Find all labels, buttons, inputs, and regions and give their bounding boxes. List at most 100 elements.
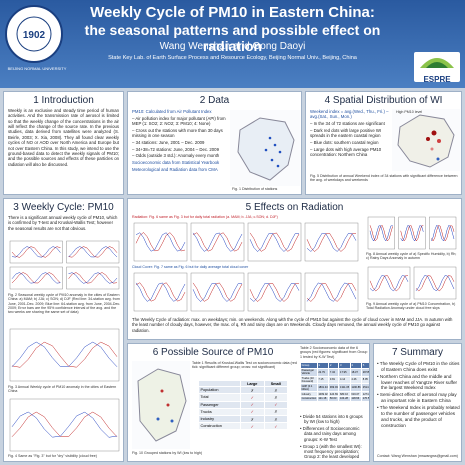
plot-line — [11, 341, 118, 368]
plot-frame — [190, 272, 245, 312]
plot-line — [11, 246, 61, 258]
source-map-figure — [137, 368, 187, 442]
fig8 — [366, 215, 458, 251]
plot-line — [135, 282, 186, 302]
table-cell: Total — [198, 393, 241, 402]
cloud-note: Cloud Cover: Fig. 7 same as Fig. 6 but f… — [132, 265, 249, 269]
table-row: Construction ✓ ✓ — [198, 422, 289, 431]
source-map — [132, 361, 190, 449]
figure — [9, 240, 120, 290]
table-cell: 0.81 — [328, 375, 340, 385]
fig10-caption: Fig. 10 Grouped stations by WI (low to h… — [132, 451, 203, 455]
table-row: Passenger ✓ ✓ — [198, 400, 289, 409]
fig3-caption: Fig. 3 Annual Weekly cycle of PM10 anoma… — [8, 385, 117, 394]
logo-left: 1902 — [5, 5, 63, 63]
fig6 — [132, 221, 360, 263]
plot-line — [68, 272, 118, 284]
spatial-panel: 4 Spatial Distribution of WI Weekend ind… — [305, 91, 462, 195]
intro-text: Weekly is an exclusive and steady time p… — [8, 108, 119, 167]
list-item: – Large dots with high average PM10 conc… — [310, 146, 382, 158]
spatial-list: Weekend index = avg.(Wed., Thu., Fri.) –… — [310, 109, 390, 159]
table-cell: Trucks (10 thousand) — [300, 375, 318, 385]
list-item: • Group 1 (with the smallest WI): most f… — [300, 443, 362, 461]
plot-line — [68, 246, 118, 258]
wi-map-figure — [397, 114, 455, 168]
table-row: Passenger Vehicle 22.79 7.34 17.95 18.37 28.5… — [300, 367, 369, 377]
source-list: • Divide 54 stations into 6 groups by WI… — [300, 414, 368, 461]
table-cell: 104.28 — [338, 395, 351, 402]
plot-frame — [190, 222, 245, 262]
table-header: Small — [263, 379, 289, 388]
plot-line — [400, 225, 424, 242]
table-cell: 28.55 — [361, 367, 369, 377]
summary-panel: 7 Summary • The Weekly Cycle of PM10 in … — [373, 343, 462, 462]
list-item: – Blue dots: southern coastal region — [310, 139, 379, 145]
table-cell: ✗ — [263, 414, 289, 424]
table-cell: ✗ — [239, 414, 265, 424]
plot-line — [192, 232, 243, 252]
table-cell: 121.18 — [316, 395, 330, 402]
table-row: GDP (0.1 billion) 1801.43 969.93 1311.05 119… — [300, 383, 369, 393]
fig9 — [366, 265, 458, 301]
heading: 4 Spatial Distribution of WI — [324, 95, 443, 106]
heading: 6 Possible Source of PM10 — [152, 347, 274, 358]
plot-line — [306, 232, 357, 252]
logo-left-text: BEIJING NORMAL UNIVERSITY — [7, 66, 67, 71]
plot-line — [192, 282, 243, 302]
plot-frame — [304, 272, 359, 312]
plot-line — [369, 225, 393, 242]
contact: Contact: Wang Wenshan (mswangws@gmail.co… — [377, 454, 458, 458]
fig4 — [8, 397, 121, 453]
plot-line — [11, 272, 61, 284]
plot-frame — [413, 266, 457, 300]
plot-frame — [398, 216, 426, 250]
plot-frame — [9, 266, 63, 290]
plot-line — [11, 411, 118, 438]
plot-line — [369, 275, 409, 292]
table-cell: ✓ — [263, 422, 289, 431]
logo-right-icon — [420, 58, 454, 68]
table-row: Trucks (10 thousand) 7.15 0.81 4.14 4.26 8.95… — [300, 375, 369, 385]
list-item: • Semi-direct effect of aerosol may play… — [377, 392, 457, 404]
plot-line — [431, 224, 455, 242]
plot-frame — [66, 240, 120, 264]
table-cell: 1311.05 — [338, 383, 351, 393]
data-list: PM10: Calculated from Air Pollutant Inde… — [132, 109, 228, 174]
table1-caption: Table 1 Results of Kruskal-Wallis Test o… — [192, 361, 297, 370]
plot-line — [11, 411, 118, 437]
plot-line — [68, 246, 118, 258]
header: 1902 BEIJING NORMAL UNIVERSITY Weekly Cy… — [0, 0, 465, 88]
plot-frame — [304, 222, 359, 262]
table-row: Trucks ✓ ✗ — [198, 407, 289, 416]
fig5-caption: Fig. 5 Distribution of annual Weekend in… — [310, 174, 458, 183]
figure — [133, 272, 359, 312]
table-cell: ✗ — [263, 393, 289, 402]
plot-line — [192, 232, 243, 252]
table-cell: 18.37 — [349, 367, 363, 377]
table-cell: 22.79 — [316, 367, 330, 377]
plot-line — [11, 341, 118, 367]
table-cell: 969.93 — [328, 383, 340, 393]
plot-line — [249, 232, 300, 252]
plot-line — [135, 232, 186, 252]
fig8-caption: Fig. 8 Annual weekly cycle of a) Specifi… — [366, 252, 457, 261]
table-cell: Population — [198, 386, 241, 395]
table-cell: 8.95 — [361, 375, 369, 385]
data-panel: 2 Data PM10: Calculated from Air Polluta… — [127, 91, 302, 195]
figure — [9, 328, 120, 382]
table-cell: Passenger Vehicle — [300, 367, 318, 377]
list-item: – Dark red dots with large positive WI s… — [310, 127, 382, 139]
plot-line — [249, 283, 300, 302]
table-cell: GDP (0.1 billion) — [300, 383, 318, 393]
heading: 7 Summary — [391, 347, 444, 358]
table-cell — [198, 379, 241, 388]
table-cell: 2514.72 — [361, 383, 369, 393]
source-panel: 6 Possible Source of PM10 Fig. 10 Groupe… — [127, 343, 370, 462]
table-row: Total ✓ ✗ — [198, 393, 289, 402]
heading: 3 Weekly Cycle: PM10 — [13, 202, 114, 213]
list-item: PM10: Calculated from Air Pollutant Inde… — [132, 109, 212, 114]
fig7 — [132, 271, 360, 313]
plot-frame — [247, 272, 302, 312]
plot-line — [249, 282, 300, 302]
list-item: – 34 stations: June, 2001 – Dec. 2009 — [132, 139, 205, 145]
